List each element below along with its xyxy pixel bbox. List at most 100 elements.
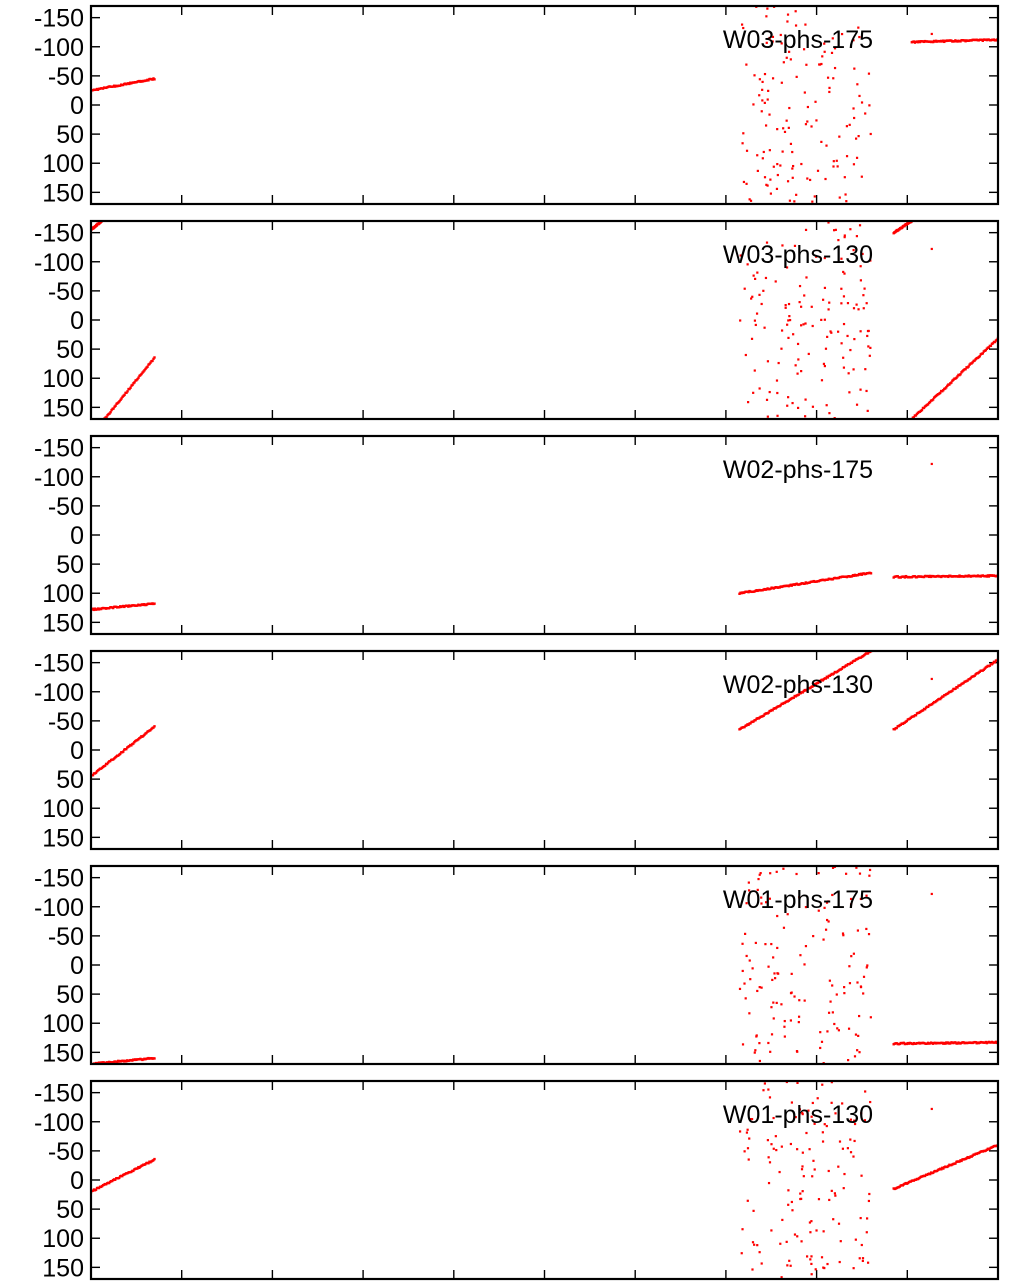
data-point (774, 977, 777, 980)
data-point (809, 178, 812, 182)
plot-frame (89, 649, 1000, 851)
data-point (995, 338, 998, 341)
data-point (993, 340, 997, 344)
y-tick-label: 50 (56, 981, 84, 1009)
data-point (853, 337, 856, 341)
data-point (847, 1027, 851, 1030)
data-point (761, 157, 764, 160)
data-point (795, 75, 798, 78)
data-point (153, 1057, 156, 1060)
data-point (869, 1100, 872, 1104)
data-point (813, 195, 816, 198)
data-point (781, 150, 784, 153)
data-point (856, 981, 859, 984)
data-point (954, 1162, 957, 1165)
data-point (786, 404, 789, 407)
data-point (824, 347, 828, 350)
data-point (801, 1165, 804, 1168)
data-point (753, 1243, 756, 1246)
data-point (804, 322, 807, 325)
data-point (967, 365, 970, 368)
data-point (805, 63, 808, 66)
data-point (771, 35, 775, 38)
data-point (950, 381, 953, 384)
data-point (772, 1116, 775, 1120)
data-point (848, 965, 851, 968)
data-point (866, 409, 869, 412)
data-point (772, 1017, 775, 1020)
data-point (753, 319, 757, 322)
data-point (841, 1147, 845, 1150)
data-point (828, 979, 831, 982)
data-point (984, 349, 988, 352)
data-point (826, 76, 830, 79)
data-point (133, 381, 136, 384)
data-point (153, 602, 156, 605)
panel-title: W02-phs-175 (723, 456, 873, 484)
data-point (811, 1101, 814, 1105)
data-point (923, 708, 927, 711)
data-point (869, 132, 872, 136)
data-point (770, 1006, 773, 1009)
data-point (804, 23, 807, 26)
data-point (782, 867, 785, 870)
data-point (772, 165, 775, 168)
data-point (895, 726, 898, 730)
data-point (786, 13, 790, 16)
data-point (125, 747, 128, 751)
data-point (826, 1262, 829, 1266)
data-point (780, 347, 783, 350)
data-point (744, 932, 747, 935)
data-point (790, 1200, 793, 1204)
data-point (826, 335, 829, 338)
data-point (787, 396, 790, 399)
y-tick-label: 100 (42, 795, 84, 823)
data-point (756, 1244, 759, 1247)
data-point (762, 289, 765, 292)
data-point (847, 372, 850, 375)
data-point (820, 1256, 824, 1259)
data-point (765, 398, 769, 401)
data-point (796, 406, 800, 410)
data-point (852, 1267, 855, 1270)
data-point (832, 160, 835, 163)
data-point (816, 169, 820, 172)
data-point (868, 868, 872, 872)
data-point (767, 1088, 770, 1091)
data-point (791, 167, 794, 170)
data-point (779, 164, 782, 167)
data-point (758, 94, 761, 97)
data-point (865, 302, 868, 305)
data-point (774, 280, 777, 283)
data-point (808, 1148, 811, 1151)
data-point (763, 176, 767, 179)
y-tick-label: -100 (34, 1109, 84, 1137)
data-point (794, 10, 797, 13)
data-point (97, 1186, 101, 1190)
data-point (799, 1192, 802, 1195)
data-point (758, 1059, 761, 1063)
data-point (741, 1043, 745, 1046)
data-point (828, 86, 831, 89)
data-point (831, 984, 834, 987)
data-point (821, 55, 824, 58)
data-point (748, 1137, 751, 1140)
data-point (832, 672, 836, 675)
data-point (859, 985, 863, 988)
data-point (832, 165, 835, 168)
data-point (747, 889, 751, 892)
data-point (831, 893, 834, 897)
data-point (752, 1209, 755, 1212)
data-point (742, 180, 746, 184)
data-point (767, 1181, 771, 1185)
data-point (853, 1119, 856, 1122)
data-point (766, 1139, 770, 1142)
data-point (152, 357, 155, 361)
y-tick-label: -150 (34, 865, 84, 893)
data-point (796, 372, 799, 375)
data-point (776, 914, 779, 918)
data-point (760, 110, 763, 113)
data-point (767, 1156, 770, 1159)
data-point (769, 192, 772, 195)
data-point (745, 902, 748, 905)
